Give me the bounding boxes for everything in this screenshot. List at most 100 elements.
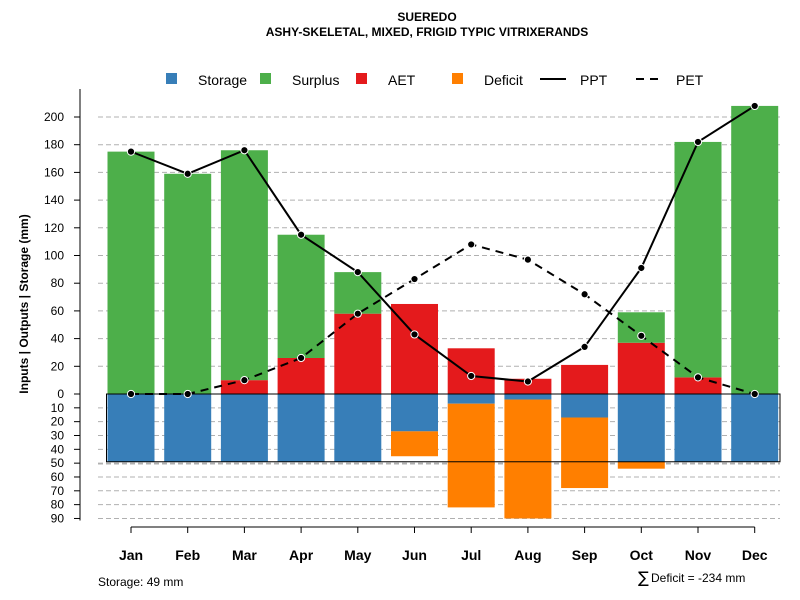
pet-point — [523, 255, 533, 264]
storage-bar — [391, 394, 438, 432]
y-tick-label: 30 — [51, 428, 65, 442]
ppt-line — [130, 105, 756, 383]
pet-point — [580, 290, 589, 299]
storage-legend-label: Storage — [198, 72, 247, 88]
deficit-note: Deficit = -234 mm — [651, 571, 745, 585]
ppt-point — [693, 137, 703, 147]
y-tick-label: 20 — [51, 415, 65, 429]
surplus-bar — [107, 151, 155, 394]
y-tick-label: 60 — [51, 304, 65, 318]
storage-bar — [277, 394, 325, 462]
y-tick-label: 0 — [57, 387, 64, 401]
y-tick-label: 120 — [44, 221, 64, 235]
deficit-legend-swatch — [452, 73, 463, 84]
x-tick-label: Sep — [572, 547, 598, 563]
surplus-bar — [731, 105, 779, 395]
surplus-bar — [334, 272, 382, 314]
pet-legend-label: PET — [676, 72, 704, 88]
y-tick-label: 40 — [51, 442, 65, 456]
y-tick-label: 60 — [51, 470, 65, 484]
y-tick-label: 140 — [44, 193, 64, 207]
storage-capacity-box — [106, 393, 781, 463]
x-tick-label: Jul — [461, 547, 481, 563]
ppt-point — [580, 342, 589, 352]
x-tick-label: Apr — [289, 547, 314, 563]
storage-bar — [164, 394, 212, 462]
deficit-bar — [504, 399, 552, 519]
axes: 0204060801001201401601802001020304050607… — [44, 89, 768, 563]
x-tick-label: Mar — [232, 547, 257, 563]
deficit-bar — [447, 403, 495, 508]
x-tick-label: Jan — [119, 547, 143, 563]
pet-point — [693, 373, 703, 382]
x-tick-label: Aug — [514, 547, 541, 563]
ppt-point — [297, 230, 306, 239]
storage-bar — [334, 394, 382, 462]
ppt-point — [523, 377, 533, 386]
storage-bar — [617, 394, 665, 462]
aet-bar — [617, 342, 665, 394]
surplus-bar — [164, 173, 212, 394]
pet-line — [131, 243, 755, 395]
ppt-point — [183, 169, 192, 178]
x-tick-label: Dec — [742, 547, 768, 563]
y-tick-label: 80 — [51, 498, 65, 512]
storage-bar — [107, 394, 155, 462]
pet-point — [750, 389, 759, 399]
y-tick-label: 180 — [44, 138, 64, 152]
y-tick-label: 100 — [44, 249, 64, 263]
deficit-bar — [617, 461, 665, 469]
storage-bar — [504, 394, 552, 400]
pet-point — [297, 353, 306, 363]
deficit-bar — [561, 417, 609, 489]
ppt-point — [353, 268, 362, 277]
grid-lines — [98, 116, 780, 519]
pet-point — [126, 389, 136, 399]
y-tick-label: 160 — [44, 165, 64, 179]
ppt-point — [637, 263, 646, 273]
pet-point — [183, 389, 192, 399]
aet-bar — [561, 364, 609, 394]
legend: Storage Surplus AET Deficit PPT PET — [166, 72, 704, 88]
ppt-point — [410, 330, 419, 339]
aet-legend-label: AET — [388, 72, 416, 88]
chart-subtitle: ASHY-SKELETAL, MIXED, FRIGID TYPIC VITRI… — [266, 25, 588, 39]
storage-bar — [220, 394, 268, 462]
x-tick-label: Feb — [175, 547, 200, 563]
y-axis-label: Inputs | Outputs | Storage (mm) — [17, 214, 31, 393]
x-tick-label: Nov — [685, 547, 712, 563]
deficit-bar — [391, 431, 438, 457]
storage-bar — [447, 394, 495, 404]
bars — [106, 105, 781, 519]
surplus-bar — [674, 141, 722, 378]
y-tick-label: 90 — [51, 511, 65, 525]
y-tick-label: 200 — [44, 110, 64, 124]
aet-bar — [504, 378, 552, 394]
surplus-legend-label: Surplus — [292, 72, 339, 88]
aet-bar — [391, 303, 438, 394]
ppt-point — [126, 147, 136, 156]
surplus-bar — [220, 150, 268, 381]
ppt-legend-label: PPT — [580, 72, 608, 88]
ppt-point — [750, 101, 759, 111]
surplus-legend-swatch — [260, 73, 271, 84]
surplus-bar — [277, 234, 325, 358]
aet-bar — [447, 348, 495, 394]
y-tick-label: 10 — [51, 401, 65, 415]
storage-legend-swatch — [166, 73, 177, 84]
aet-legend-swatch — [356, 73, 367, 84]
y-tick-label: 20 — [51, 359, 65, 373]
chart-title: SUEREDO — [397, 10, 456, 24]
series-lines — [126, 101, 759, 399]
x-tick-label: May — [344, 547, 371, 563]
y-tick-label: 50 — [51, 456, 65, 470]
x-tick-label: Oct — [630, 547, 654, 563]
ppt-point — [240, 146, 249, 155]
pet-point — [467, 240, 476, 249]
ppt-point — [467, 371, 476, 381]
pet-point — [353, 309, 362, 318]
deficit-legend-label: Deficit — [484, 72, 523, 88]
pet-point — [410, 274, 419, 284]
y-tick-label: 70 — [51, 484, 65, 498]
